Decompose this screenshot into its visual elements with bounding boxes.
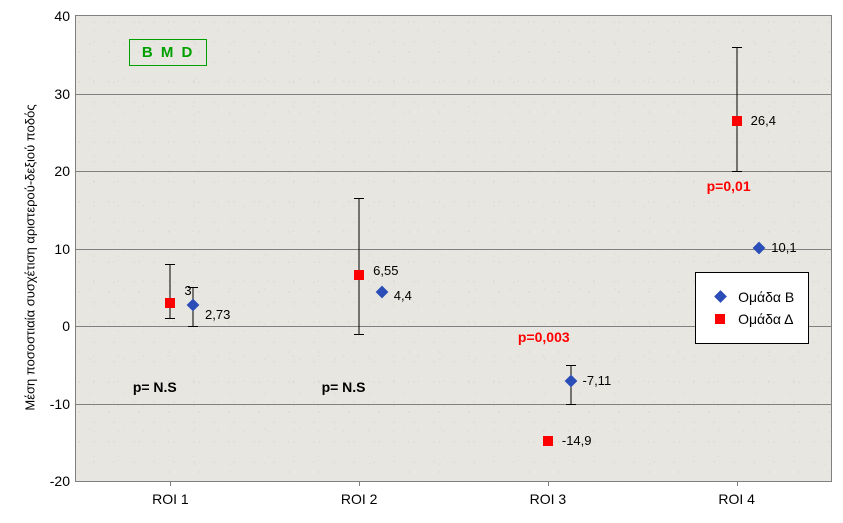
error-cap	[732, 171, 742, 172]
xtick-mark	[737, 481, 738, 486]
xtick-label: ROI 1	[152, 491, 189, 507]
xtick-mark	[548, 481, 549, 486]
legend-label: Ομάδα Β	[738, 289, 794, 305]
gridline	[76, 404, 831, 405]
data-point	[189, 300, 198, 309]
gridline	[76, 249, 831, 250]
xtick-mark	[359, 481, 360, 486]
gridline	[76, 94, 831, 95]
error-bar	[359, 198, 360, 334]
data-point	[377, 287, 386, 296]
error-bar	[736, 47, 737, 171]
data-label: 3	[184, 283, 191, 298]
legend: Ομάδα Β Ομάδα Δ	[695, 272, 809, 344]
error-cap	[354, 334, 364, 335]
p-value-label: p=0,01	[707, 178, 751, 194]
ytick-label: 30	[54, 86, 70, 102]
gridline	[76, 171, 831, 172]
ytick-label: -20	[50, 473, 70, 489]
error-cap	[566, 365, 576, 366]
data-point	[732, 116, 742, 126]
chart-container: Μέση ποσοστιαία συσχέτιση αριστερού-δεξι…	[0, 0, 843, 523]
ytick-label: 0	[62, 318, 70, 334]
xtick-label: ROI 3	[530, 491, 567, 507]
y-axis-label: Μέση ποσοστιαία συσχέτιση αριστερού-δεξι…	[23, 98, 38, 418]
legend-item: Ομάδα Β	[710, 289, 794, 305]
ytick-label: -10	[50, 396, 70, 412]
error-cap	[165, 264, 175, 265]
xtick-mark	[170, 481, 171, 486]
p-value-label: p=0,003	[518, 329, 570, 345]
error-cap	[165, 318, 175, 319]
legend-item: Ομάδα Δ	[710, 311, 794, 327]
data-point	[566, 377, 575, 386]
data-label: 26,4	[751, 113, 776, 128]
error-bar	[170, 264, 171, 318]
data-point	[543, 436, 553, 446]
ytick-label: 40	[54, 8, 70, 24]
chart-title-box: B M D	[129, 39, 208, 66]
data-label: 6,55	[373, 263, 398, 278]
data-point	[354, 270, 364, 280]
data-label: 4,4	[394, 288, 412, 303]
error-cap	[354, 198, 364, 199]
legend-label: Ομάδα Δ	[738, 311, 793, 327]
error-cap	[188, 326, 198, 327]
xtick-label: ROI 4	[718, 491, 755, 507]
error-cap	[732, 47, 742, 48]
data-point	[165, 298, 175, 308]
data-label: -14,9	[562, 433, 592, 448]
data-point	[755, 243, 764, 252]
ytick-label: 10	[54, 241, 70, 257]
plot-area: -20-10010203040ROI 1ROI 2ROI 3ROI 4B M D…	[75, 15, 832, 482]
error-cap	[566, 404, 576, 405]
ytick-label: 20	[54, 163, 70, 179]
xtick-label: ROI 2	[341, 491, 378, 507]
p-value-label: p= N.S	[322, 379, 366, 395]
p-value-label: p= N.S	[133, 379, 177, 395]
data-label: -7,11	[583, 373, 612, 388]
data-label: 2,73	[205, 307, 230, 322]
data-label: 10,1	[771, 240, 796, 255]
